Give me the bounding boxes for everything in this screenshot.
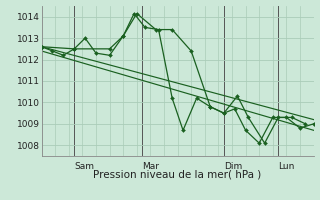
Text: Dim: Dim [224,162,242,171]
Text: Sam: Sam [74,162,94,171]
Text: Mar: Mar [142,162,159,171]
X-axis label: Pression niveau de la mer( hPa ): Pression niveau de la mer( hPa ) [93,170,262,180]
Text: Lun: Lun [278,162,295,171]
